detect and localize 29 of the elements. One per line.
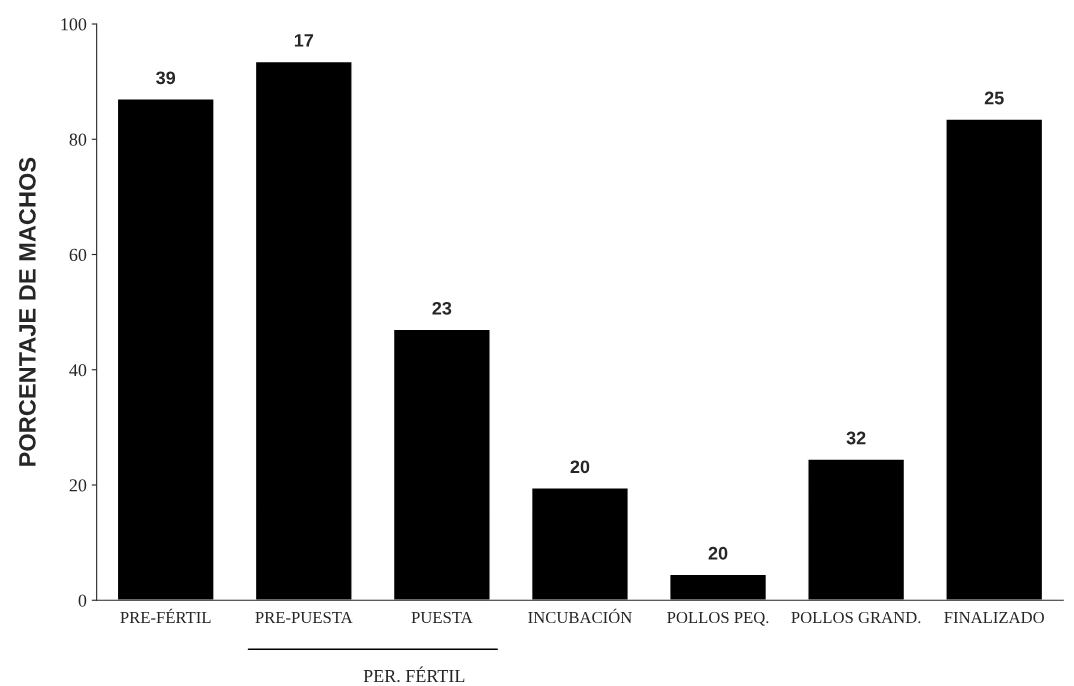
annotation: 25 — [984, 91, 1004, 105]
y-tick-label: 80 — [69, 133, 87, 146]
x-tick-label: POLLOS PEQ. — [667, 611, 769, 626]
y-tick-label: 100 — [61, 18, 87, 31]
bar — [669, 573, 768, 601]
annotation: 20 — [570, 460, 590, 474]
bar — [254, 60, 353, 601]
bar — [392, 328, 491, 601]
x-tick-label: PRE-FÉRTIL — [120, 608, 211, 623]
bar — [116, 98, 215, 601]
x-tick-label: FINALIZADO — [944, 611, 1044, 624]
y-tick-label: 40 — [69, 364, 87, 377]
annotation: 39 — [156, 71, 176, 85]
x-tick-label: PUESTA — [411, 611, 473, 624]
text: PER. FÉRTIL — [363, 666, 465, 683]
y-tick-label: 20 — [69, 479, 87, 492]
annotation: 32 — [846, 431, 866, 445]
x-tick-label: PRE-PUESTA — [255, 611, 353, 624]
bar — [530, 487, 629, 601]
annotation: 20 — [708, 546, 728, 560]
bar — [807, 458, 906, 601]
x-tick-label: POLLOS GRAND. — [791, 611, 921, 624]
y-axis-title: PORCENTAJE DE MACHOS — [19, 157, 36, 466]
y-tick-label: 60 — [69, 248, 87, 261]
x-tick-label: INCUBACIÓN — [528, 608, 632, 624]
annotation: 17 — [294, 34, 314, 47]
annotation: 23 — [432, 301, 452, 315]
bar — [945, 118, 1044, 601]
y-tick-label: 0 — [78, 594, 87, 607]
